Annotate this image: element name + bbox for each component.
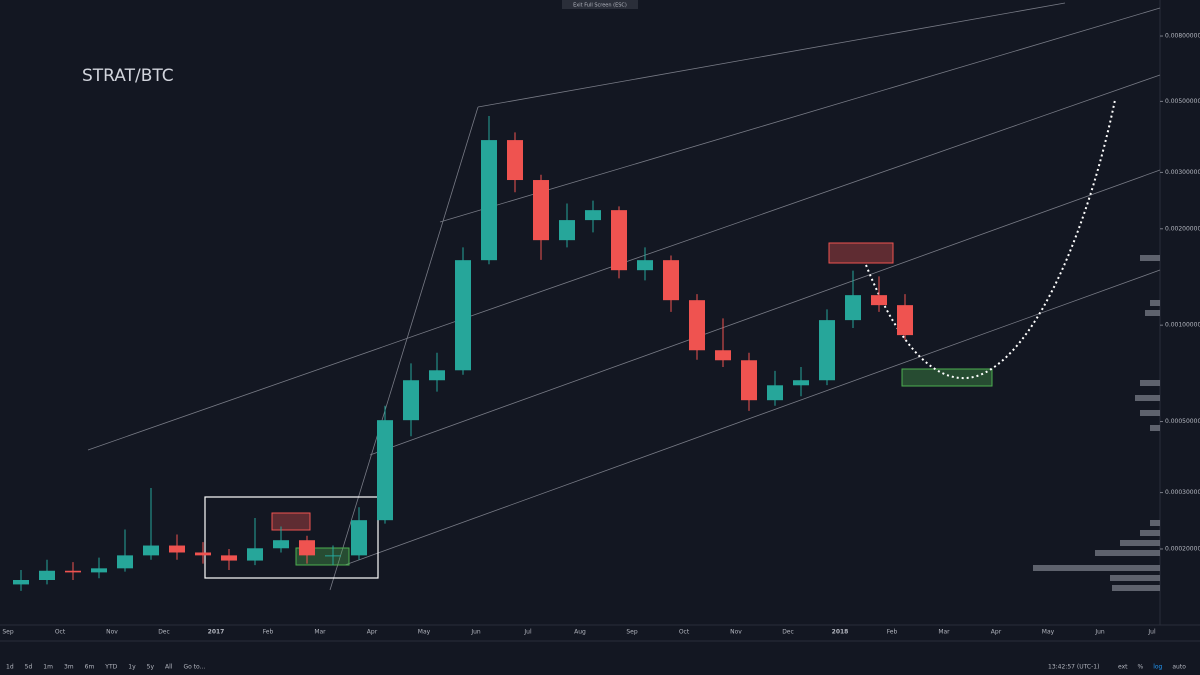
x-tick-label: Nov (730, 629, 742, 636)
candle-body (351, 520, 367, 556)
x-tick-label: Aug (574, 629, 586, 636)
range-button[interactable]: All (165, 664, 173, 671)
candle-body (299, 540, 315, 556)
x-tick-label: Nov (106, 629, 118, 636)
x-tick-label: Jun (1094, 629, 1105, 636)
candle-body (13, 579, 29, 585)
x-tick-label: Jul (1147, 629, 1156, 636)
y-tick-label: 0.00100000 (1165, 322, 1200, 329)
candle-body (169, 545, 185, 553)
candle-body (39, 570, 55, 580)
candle-body (793, 380, 809, 386)
x-tick-label: Sep (626, 629, 638, 636)
range-button[interactable]: 5y (147, 664, 155, 671)
x-tick-label: Mar (314, 629, 326, 636)
candle-body (663, 260, 679, 301)
range-button[interactable]: 5d (25, 664, 33, 671)
scale-button[interactable]: auto (1172, 664, 1186, 671)
y-tick-label: 0.00020000 (1165, 545, 1200, 552)
candle-body (429, 370, 445, 381)
candle-body (455, 260, 471, 371)
x-tick-label: Oct (55, 629, 66, 636)
candle-body (819, 320, 835, 381)
x-tick-label: Mar (938, 629, 950, 636)
candle-body (741, 360, 757, 401)
x-tick-label: Apr (991, 629, 1002, 636)
exit-fullscreen-button[interactable] (562, 0, 638, 9)
y-tick-label: 0.00800000 (1165, 33, 1200, 40)
candle-body (247, 548, 263, 561)
candle-body (403, 380, 419, 421)
y-tick-label: 0.00200000 (1165, 225, 1200, 232)
x-tick-label: Jul (523, 629, 532, 636)
candle-body (91, 568, 107, 573)
chart-title: STRAT/BTC (82, 66, 174, 86)
x-tick-label: Jun (470, 629, 481, 636)
candle-body (195, 552, 211, 556)
range-button[interactable]: Go to... (183, 664, 205, 671)
candle-body (689, 300, 705, 351)
x-tick-label: Sep (2, 629, 14, 636)
candle-body (507, 140, 523, 181)
candle-body (871, 295, 887, 306)
x-tick-label: 2017 (208, 629, 225, 636)
y-tick-label: 0.00030000 (1165, 489, 1200, 496)
candle-body (533, 180, 549, 241)
x-tick-label: 2018 (832, 629, 849, 636)
candle-body (637, 260, 653, 271)
scale-button[interactable]: % (1138, 664, 1144, 671)
range-button[interactable]: 6m (85, 664, 95, 671)
scale-button[interactable]: log (1153, 664, 1162, 671)
y-tick-label: 0.00500000 (1165, 98, 1200, 105)
candle-body (715, 350, 731, 361)
exit-fullscreen-label[interactable]: Exit Full Screen (ESC) (573, 3, 627, 9)
candle-body (585, 210, 601, 221)
candle-body (117, 555, 133, 569)
y-tick-label: 0.00050000 (1165, 418, 1200, 425)
x-tick-label: May (418, 629, 431, 636)
drawings (87, 2, 1161, 591)
x-tick-label: Feb (263, 629, 274, 636)
volume-profile (1033, 255, 1160, 591)
candle-body (611, 210, 627, 271)
candle-body (143, 545, 159, 556)
range-button[interactable]: 1d (6, 664, 14, 671)
candle-body (377, 420, 393, 521)
x-tick-label: Dec (782, 629, 794, 636)
candle-body (481, 140, 497, 261)
x-tick-label: Dec (158, 629, 170, 636)
range-button[interactable]: YTD (104, 664, 117, 671)
scale-button[interactable]: ext (1118, 664, 1128, 671)
candle-body (897, 305, 913, 336)
candle-body (325, 555, 341, 557)
x-tick-label: Feb (887, 629, 898, 636)
y-tick-label: 0.00300000 (1165, 169, 1200, 176)
range-button[interactable]: 1m (43, 664, 53, 671)
range-button[interactable]: 1y (128, 664, 136, 671)
candle-body (559, 220, 575, 241)
clock: 13:42:57 (UTC-1) (1048, 664, 1099, 671)
range-button[interactable]: 3m (64, 664, 74, 671)
candle-body (767, 385, 783, 401)
candle-body (845, 295, 861, 321)
x-tick-label: May (1042, 629, 1055, 636)
x-tick-label: Oct (679, 629, 690, 636)
candle-body (273, 540, 289, 549)
candle-body (65, 570, 81, 573)
candle-body (221, 555, 237, 561)
x-tick-label: Apr (367, 629, 378, 636)
